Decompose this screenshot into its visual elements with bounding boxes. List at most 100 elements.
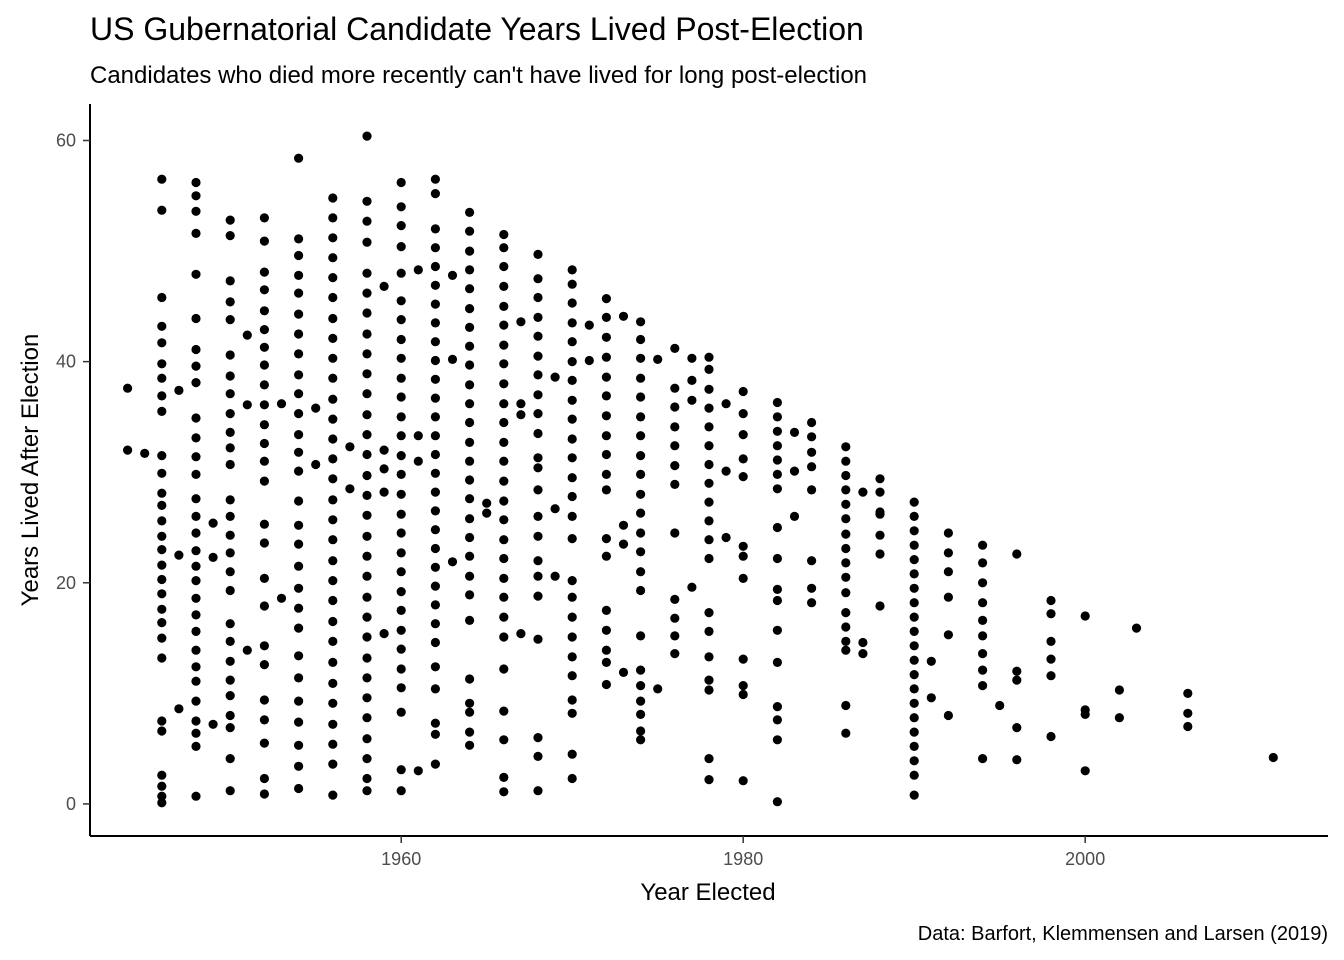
data-point [328, 273, 338, 283]
data-point [772, 553, 783, 564]
data-point [430, 759, 440, 769]
data-point [499, 496, 509, 506]
data-point [396, 765, 406, 775]
data-point [704, 364, 714, 374]
data-point [636, 585, 646, 596]
data-point [499, 787, 509, 797]
data-point [670, 383, 680, 393]
data-point [328, 515, 338, 525]
data-point [157, 560, 167, 570]
data-point [174, 550, 184, 560]
data-point [465, 698, 475, 708]
data-point [465, 571, 475, 581]
data-point [465, 207, 475, 217]
data-point [157, 292, 167, 303]
data-point [362, 612, 372, 622]
data-point [704, 608, 714, 618]
chart-caption: Data: Barfort, Klemmensen and Larsen (20… [918, 923, 1328, 945]
data-point [909, 641, 919, 651]
data-point [259, 342, 269, 352]
data-point [789, 466, 800, 476]
data-point [294, 539, 304, 549]
data-point [601, 625, 612, 635]
data-point [465, 590, 475, 600]
data-point [704, 352, 714, 362]
data-point [636, 696, 646, 706]
data-point [1012, 549, 1022, 559]
data-point [294, 234, 304, 244]
data-point [533, 634, 543, 644]
data-point [430, 174, 440, 184]
data-point [704, 775, 714, 785]
x-tick-label: 1960 [381, 849, 421, 869]
data-point [875, 474, 885, 484]
data-point [841, 485, 851, 495]
data-point [123, 445, 133, 455]
x-axis-ticks: 1960 1980 2000 [381, 836, 1105, 869]
data-point [430, 468, 440, 478]
data-point [499, 340, 509, 350]
data-point [430, 487, 440, 497]
data-point [499, 535, 509, 545]
data-point [772, 412, 783, 422]
data-point [465, 475, 475, 485]
data-point [259, 325, 269, 335]
data-point [567, 337, 577, 347]
data-point [294, 309, 304, 319]
data-point [191, 206, 201, 216]
data-point [191, 494, 201, 504]
y-tick-label: 60 [56, 130, 76, 150]
data-point [396, 567, 406, 577]
data-point [567, 395, 577, 405]
data-point [396, 625, 406, 635]
data-point [1131, 623, 1142, 633]
data-point [396, 605, 406, 616]
data-point [670, 528, 680, 538]
data-point [636, 392, 646, 402]
data-point [738, 454, 748, 464]
data-point [328, 636, 338, 647]
data-point [294, 329, 304, 339]
data-point [259, 695, 269, 705]
data-point [499, 379, 509, 389]
data-point [328, 454, 338, 464]
data-point [807, 598, 817, 608]
data-point [294, 250, 304, 261]
data-point [499, 399, 509, 409]
data-point [465, 456, 475, 466]
data-point [191, 626, 201, 637]
data-point [687, 375, 697, 385]
data-point [225, 495, 235, 505]
data-point [430, 224, 440, 234]
data-point [191, 791, 201, 801]
data-point [157, 574, 167, 585]
data-point [636, 489, 646, 499]
data-point [191, 528, 201, 538]
data-point [465, 226, 475, 236]
data-point [362, 308, 372, 318]
data-point [601, 551, 612, 561]
data-point [670, 631, 680, 641]
data-point [259, 236, 269, 246]
data-point [191, 610, 201, 620]
data-point [362, 369, 372, 379]
data-point [841, 470, 851, 481]
data-point [430, 619, 440, 629]
data-point [225, 567, 235, 577]
data-point [516, 410, 526, 420]
data-point [721, 532, 731, 543]
data-point [225, 754, 235, 764]
data-point [362, 329, 372, 339]
data-point [841, 622, 851, 632]
data-point [294, 409, 304, 419]
data-point [533, 531, 543, 541]
data-point [807, 485, 817, 495]
data-point [362, 592, 372, 602]
data-point [413, 431, 423, 441]
data-point [294, 561, 304, 571]
data-point [362, 571, 372, 581]
data-point [926, 656, 936, 666]
data-point [789, 511, 800, 521]
data-point [362, 693, 372, 703]
